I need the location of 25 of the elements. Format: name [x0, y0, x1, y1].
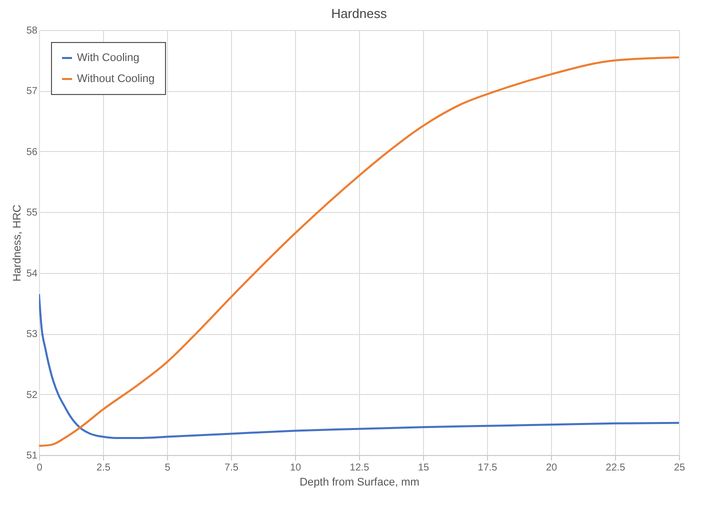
chart-title: Hardness [331, 6, 388, 21]
x-tick-label: 5 [164, 462, 171, 474]
legend-label: Without Cooling [77, 73, 155, 85]
x-tick-label: 20 [546, 462, 558, 474]
x-tick-label: 12.5 [350, 462, 370, 474]
y-tick-label: 58 [26, 26, 38, 36]
x-tick-label: 15 [418, 462, 430, 474]
y-tick-label: 54 [26, 268, 38, 280]
x-tick-label: 7.5 [224, 462, 239, 474]
legend-label: With Cooling [77, 52, 140, 64]
x-tick-label: 17.5 [478, 462, 498, 474]
x-tick-label: 10 [290, 462, 302, 474]
y-tick-label: 57 [26, 86, 38, 98]
x-tick-label: 22.5 [606, 462, 626, 474]
x-axis-title: Depth from Surface, mm [300, 476, 420, 488]
y-tick-label: 53 [26, 329, 38, 340]
y-tick-label: 55 [26, 208, 38, 219]
line-series [39, 293, 679, 439]
x-tick-label: 25 [674, 462, 686, 474]
x-tick-label: 2.5 [96, 462, 111, 474]
y-axis-title: Hardness, HRC [11, 204, 24, 282]
y-tick-label: 51 [26, 450, 38, 462]
x-tick-label: 0 [36, 462, 43, 474]
y-tick-label: 52 [26, 390, 38, 401]
y-tick-label: 56 [26, 146, 38, 158]
